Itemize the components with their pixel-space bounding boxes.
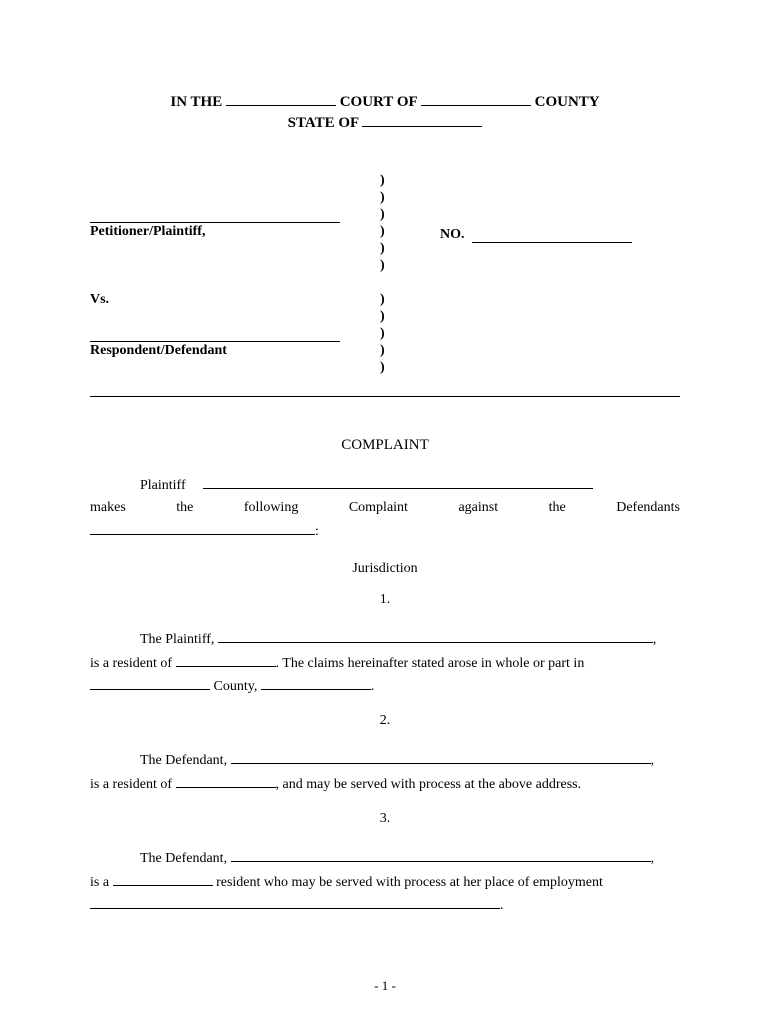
period-3: . xyxy=(500,898,504,913)
court-of-label: COURT OF xyxy=(340,94,417,110)
section-3-num: 3. xyxy=(90,811,680,827)
paren: ) xyxy=(380,206,410,223)
page-number: - 1 - xyxy=(0,978,770,994)
petitioner-label: Petitioner/Plaintiff, xyxy=(90,224,205,240)
paren: ) xyxy=(380,189,410,206)
jurisdiction-heading: Jurisdiction xyxy=(90,561,680,577)
court-header: IN THE COURT OF COUNTY STATE OF xyxy=(90,90,680,132)
is-a: is a xyxy=(90,875,109,890)
complaint-title: COMPLAINT xyxy=(90,437,680,454)
petitioner-line[interactable] xyxy=(90,208,340,223)
defendants-blank[interactable] xyxy=(90,520,315,535)
residence-3-blank[interactable] xyxy=(113,871,213,886)
claims-text: . The claims hereinafter stated arose in… xyxy=(276,656,585,671)
the-defendant-1: The Defendant, xyxy=(140,753,227,768)
paren: ) xyxy=(380,342,410,359)
resident-of-1: is a resident of xyxy=(90,656,172,671)
county-blank[interactable] xyxy=(90,675,210,690)
respondent-label: Respondent/Defendant xyxy=(90,343,227,359)
the-plaintiff: The Plaintiff, xyxy=(140,632,214,647)
the: the xyxy=(176,497,193,519)
no-label: NO. xyxy=(440,227,465,243)
county-label: COUNTY xyxy=(535,94,600,110)
section-1-text: The Plaintiff, , is a resident of . The … xyxy=(90,628,680,698)
court-name-blank[interactable] xyxy=(226,90,336,106)
following: following xyxy=(244,497,298,519)
county-name-blank[interactable] xyxy=(421,90,531,106)
makes: makes xyxy=(90,497,126,519)
in-the-label: IN THE xyxy=(170,94,222,110)
section-2-text: The Defendant, , is a resident of , and … xyxy=(90,749,680,796)
defendants: Defendants xyxy=(616,497,680,519)
section-3-text: The Defendant, , is a resident who may b… xyxy=(90,847,680,917)
section-2-num: 2. xyxy=(90,713,680,729)
vs-label: Vs. xyxy=(90,292,109,308)
paren: ) xyxy=(380,172,410,189)
complaint-word: Complaint xyxy=(349,497,408,519)
state-blank[interactable] xyxy=(362,111,482,127)
case-number-blank[interactable] xyxy=(472,228,632,243)
residence-1-blank[interactable] xyxy=(176,652,276,667)
defendant-2-blank[interactable] xyxy=(231,847,651,862)
against: against xyxy=(458,497,498,519)
county-word: County, xyxy=(214,679,258,694)
served-text: , and may be served with process at the … xyxy=(276,777,582,792)
defendant-1-blank[interactable] xyxy=(231,749,651,764)
the2: the xyxy=(549,497,566,519)
plaintiff-word: Plaintiff xyxy=(140,478,186,493)
paren: ) xyxy=(380,291,410,308)
paren: ) xyxy=(380,359,410,376)
caption-rule xyxy=(90,396,680,397)
caption-case-no: NO. xyxy=(410,172,680,376)
state-of-label: STATE OF xyxy=(288,115,359,131)
colon: : xyxy=(315,524,319,539)
plaintiff-name-blank[interactable] xyxy=(203,474,593,489)
resident-of-2: is a resident of xyxy=(90,777,172,792)
paren: ) xyxy=(380,223,410,240)
residence-2-blank[interactable] xyxy=(176,773,276,788)
state-2-blank[interactable] xyxy=(261,675,371,690)
period-1: . xyxy=(371,679,375,694)
the-defendant-2: The Defendant, xyxy=(140,851,227,866)
section-1-num: 1. xyxy=(90,592,680,608)
employment-blank[interactable] xyxy=(90,894,500,909)
respondent-line[interactable] xyxy=(90,327,340,342)
caption-brackets: ) ) ) ) ) ) ) ) ) ) ) xyxy=(380,172,410,376)
document-page: IN THE COURT OF COUNTY STATE OF Petition… xyxy=(0,0,770,1024)
paren: ) xyxy=(380,257,410,274)
case-caption: Petitioner/Plaintiff, Vs. Respondent/Def… xyxy=(90,172,680,376)
resident-text: resident who may be served with process … xyxy=(216,875,603,890)
paren: ) xyxy=(380,308,410,325)
plaintiff-name-2-blank[interactable] xyxy=(218,628,653,643)
caption-parties: Petitioner/Plaintiff, Vs. Respondent/Def… xyxy=(90,172,380,376)
intro-paragraph: Plaintiff makes the following Complaint … xyxy=(90,474,680,543)
paren: ) xyxy=(380,240,410,257)
paren: ) xyxy=(380,325,410,342)
